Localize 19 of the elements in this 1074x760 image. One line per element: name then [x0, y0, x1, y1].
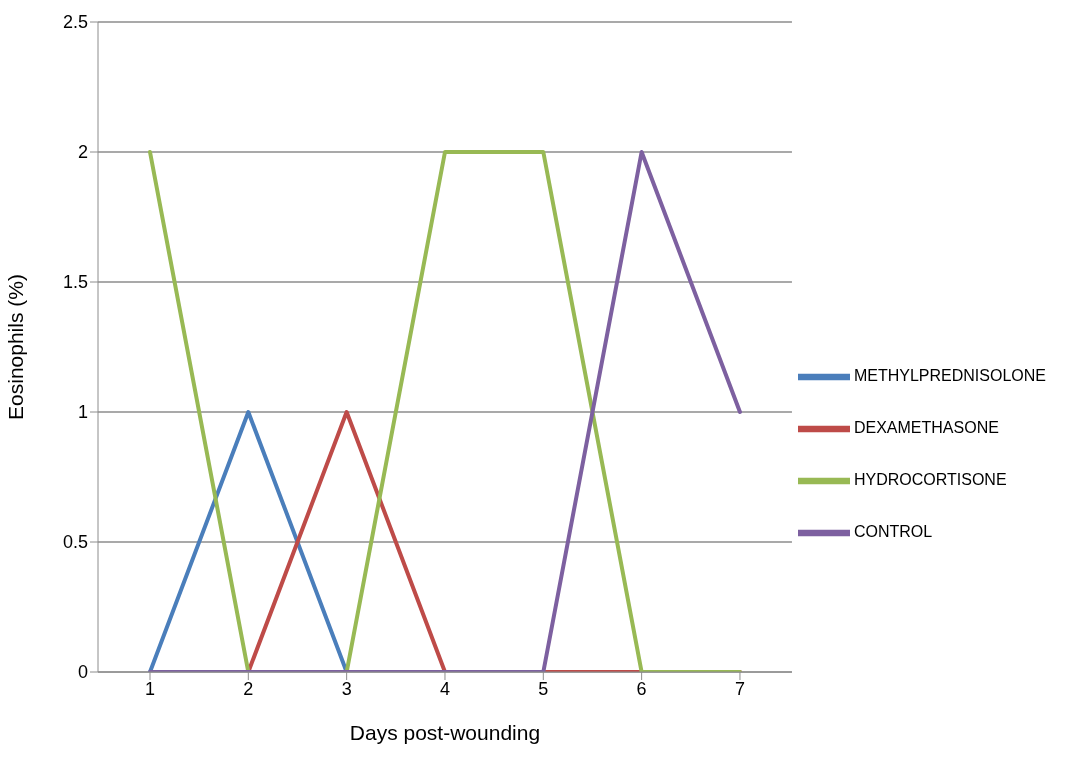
legend-label: HYDROCORTISONE	[853, 471, 1007, 489]
x-tick-label: 6	[636, 678, 647, 699]
legend-label: DEXAMETHASONE	[853, 419, 999, 437]
x-tick-label: 4	[439, 678, 450, 699]
y-tick-label: 1	[77, 402, 88, 423]
x-tick-label: 1	[144, 678, 156, 699]
y-tick-label: 2.5	[62, 12, 88, 33]
legend-label: METHYLPREDNISOLONE	[853, 367, 1046, 385]
x-axis-title: Days post-wounding	[349, 721, 541, 744]
y-tick-label: 2	[77, 142, 88, 163]
legend-label: CONTROL	[853, 523, 933, 541]
x-tick-label: 3	[341, 678, 352, 699]
y-axis-title: Eosinophils (%)	[4, 274, 28, 420]
y-tick-label: 0.5	[62, 532, 88, 553]
x-tick-label: 2	[243, 678, 254, 699]
y-tick-label: 0	[77, 662, 88, 683]
x-tick-label: 7	[734, 678, 745, 699]
y-tick-label: 1.5	[62, 272, 88, 293]
x-tick-label: 5	[538, 678, 549, 699]
